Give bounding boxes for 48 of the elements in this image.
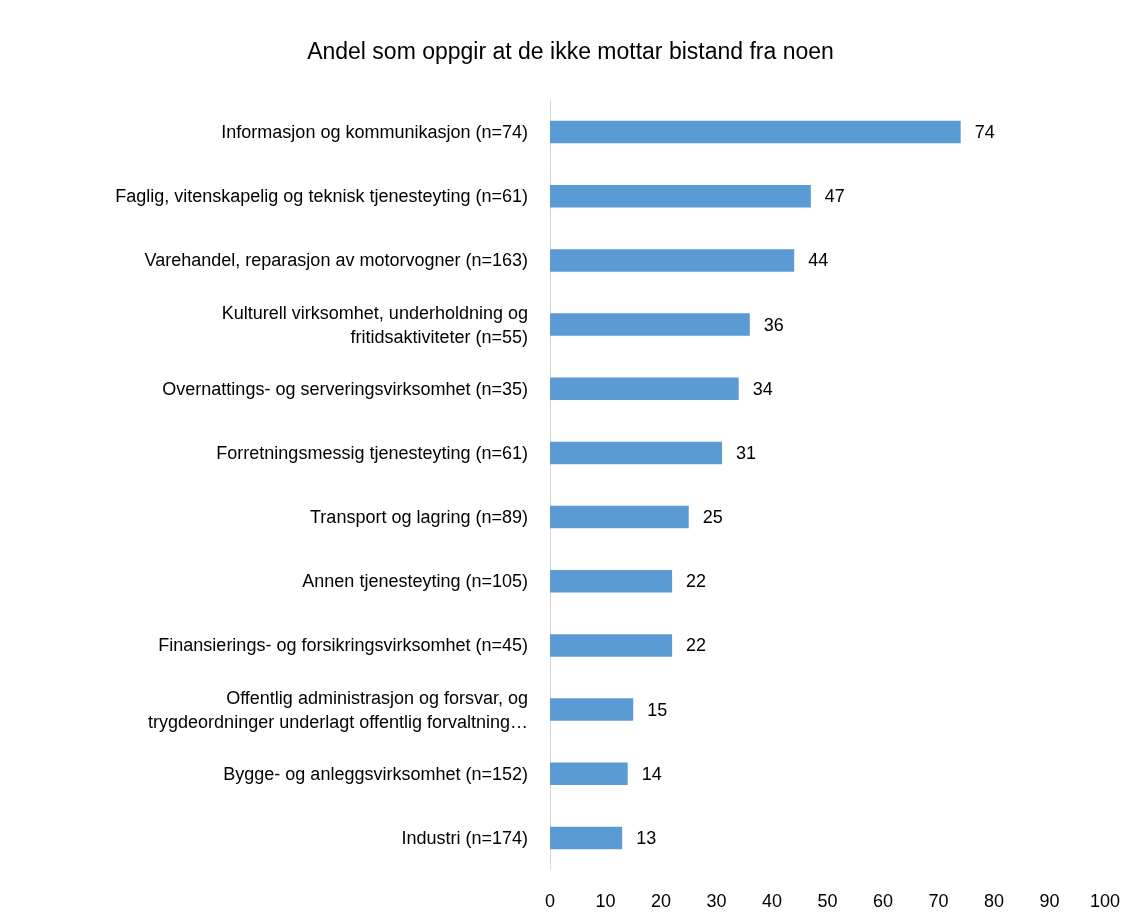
data-label: 31 [736, 442, 757, 463]
x-tick-label: 20 [650, 891, 672, 911]
y-tick-label: Industri (n=174) [401, 827, 528, 848]
y-tick-label: Finansierings- og forsikringsvirksomhet (n=45) [158, 635, 528, 656]
x-tick-label: 0 [544, 891, 556, 911]
y-tick-label: Varehandel, reparasjon av motorvogner (n=163) [144, 250, 528, 271]
bar [550, 441, 723, 465]
x-tick-label: 10 [595, 891, 616, 911]
y-tick-label: Transport og lagring (n=89) [310, 507, 528, 528]
y-tick-label: Bygge- og anleggsvirksomhet (n=152) [223, 763, 528, 784]
bar [550, 120, 961, 144]
x-tick-label: 90 [1039, 891, 1060, 911]
data-label: 22 [686, 635, 707, 656]
bar [550, 698, 634, 721]
bar [550, 377, 739, 400]
x-tick-label: 50 [817, 891, 838, 911]
data-label: 25 [702, 507, 723, 528]
bar [550, 185, 811, 208]
y-tick-label: Annen tjenesteyting (n=105) [302, 571, 528, 592]
bar [550, 505, 689, 529]
data-label: 34 [752, 378, 773, 399]
chart-title: Andel som oppgir at de ikke mottar bistand fra noen [307, 37, 834, 64]
x-tick-label: 60 [872, 891, 894, 911]
x-tick-label: 80 [983, 891, 1005, 911]
x-tick-label: 30 [706, 891, 727, 911]
y-tick-label: Forretningsmessig tjenesteyting (n=61) [216, 442, 528, 463]
y-tick-label: Offentlig administrasjon og forsvar, og trygdeordninger underlagt offentlig forvaltning… [148, 687, 528, 732]
x-tick-label: 40 [761, 891, 783, 911]
data-label: 74 [974, 122, 995, 143]
bar [550, 826, 623, 850]
data-label: 44 [808, 250, 829, 271]
y-tick-label: Kulturell virksomhet, underholdning og fritidsaktiviteter (n=55) [221, 302, 528, 347]
y-tick-label: Overnattings- og serveringsvirksomhet (n=35) [162, 378, 528, 399]
data-label: 14 [641, 763, 662, 784]
data-label: 15 [647, 699, 668, 720]
y-tick-label: Informasjon og kommunikasjon (n=74) [221, 122, 528, 143]
bar [550, 634, 673, 657]
data-label: 13 [636, 827, 657, 848]
y-tick-label: Faglig, vitenskapelig og teknisk tjenesteyting (n=61) [115, 186, 528, 207]
data-label: 47 [824, 186, 845, 207]
bar [550, 762, 628, 785]
x-tick-label: 100 [1089, 891, 1121, 911]
data-label: 36 [763, 314, 784, 335]
data-label: 22 [686, 571, 707, 592]
bar [550, 570, 673, 593]
x-tick-label: 70 [928, 891, 949, 911]
bar [550, 249, 795, 272]
bar [550, 313, 750, 336]
